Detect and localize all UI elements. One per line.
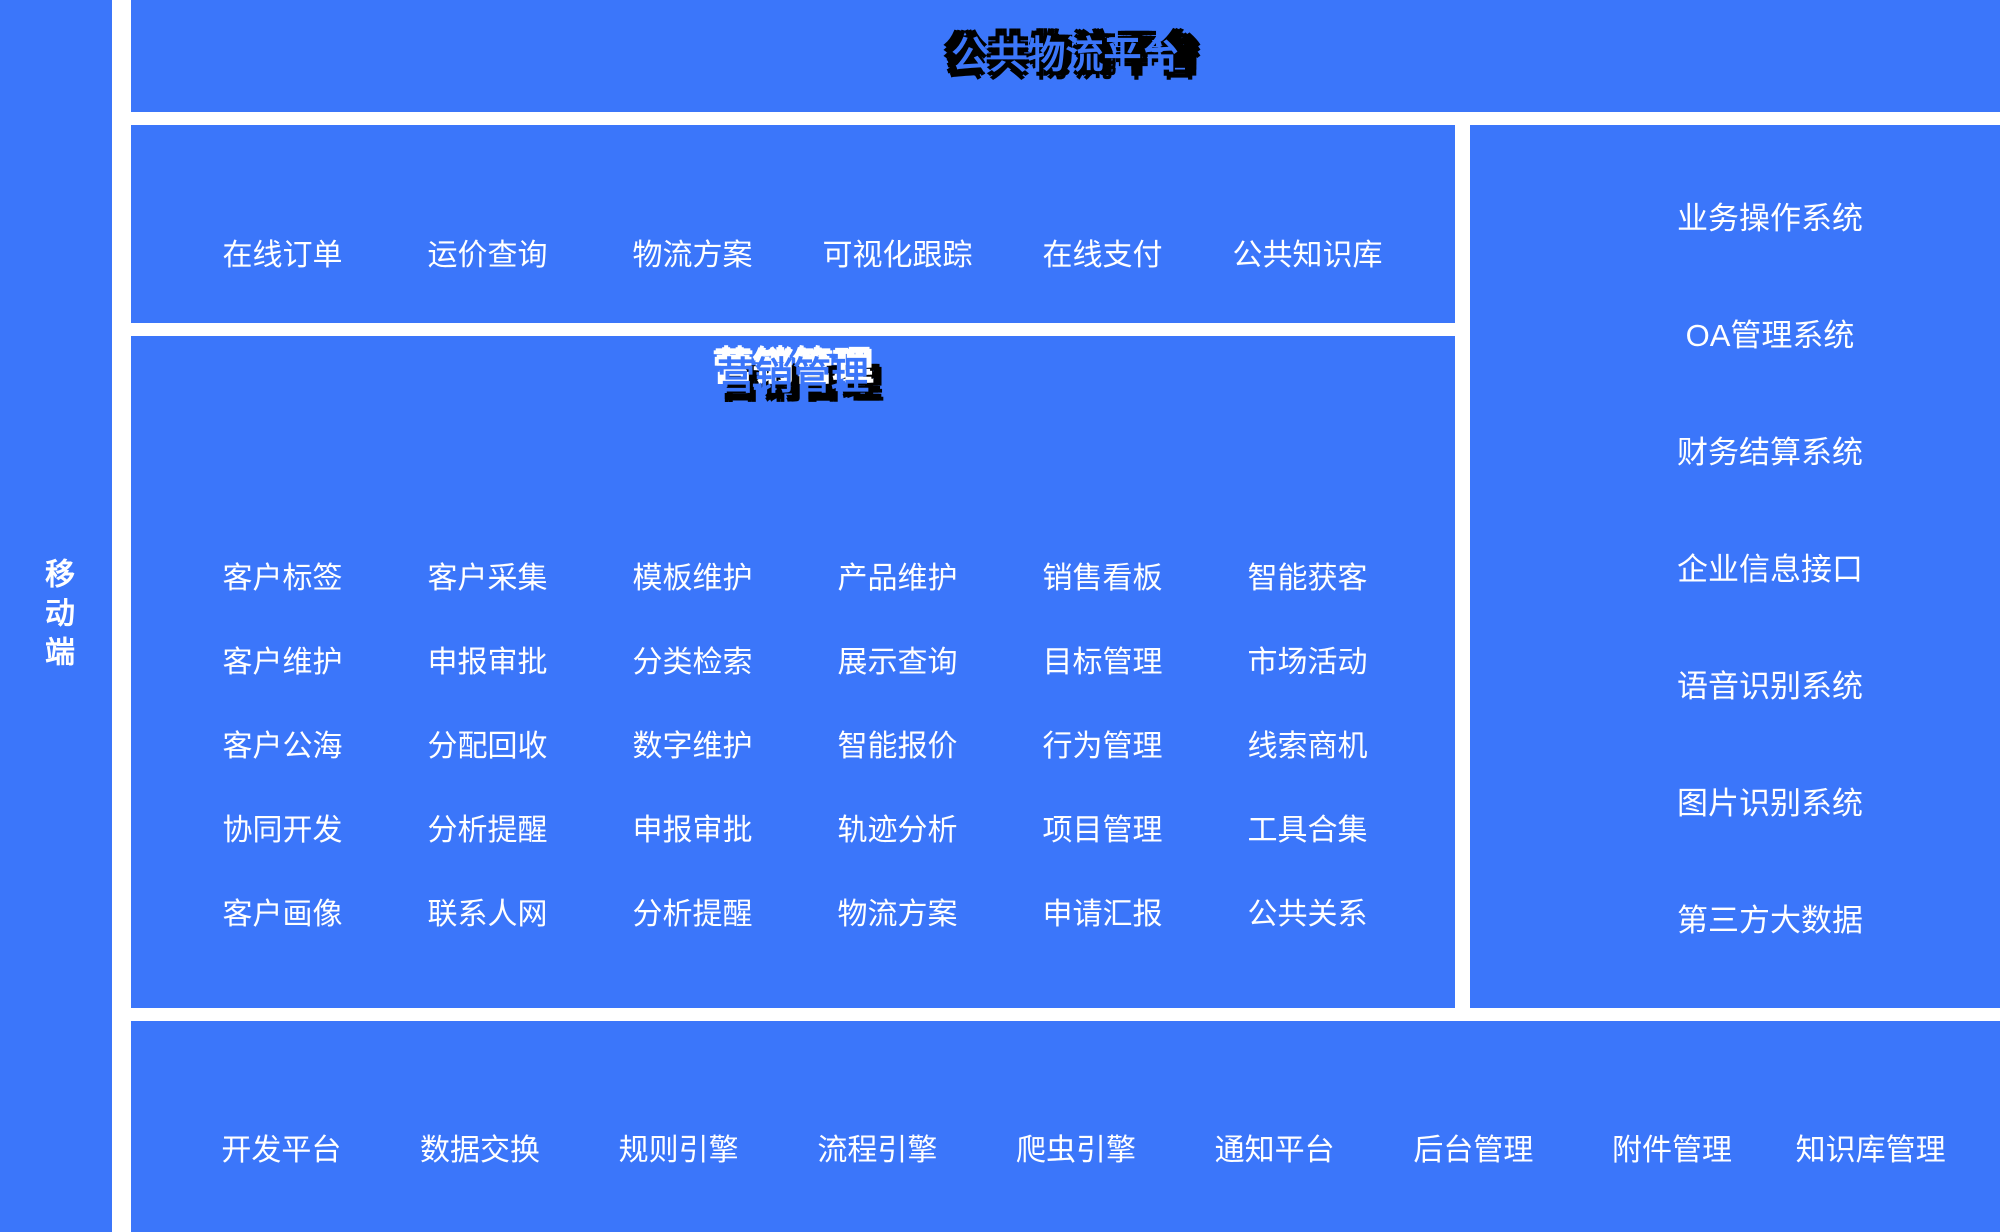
top-banner-panel: 公共物流平台 公共物流平台 — [131, 0, 2000, 112]
platform-item: 数据交换 — [419, 1134, 540, 1167]
system-item: 第三方大数据 — [1677, 903, 1863, 938]
marketing-item: 销售看板 — [1042, 562, 1163, 595]
mobile-sidebar-panel: 移动端 — [0, 0, 112, 1232]
platform-item: 开发平台 — [221, 1134, 342, 1167]
top-banner-title-text: 公共物流平台 — [951, 34, 1180, 77]
platform-item: 后台管理 — [1413, 1134, 1534, 1167]
marketing-item: 市场活动 — [1247, 646, 1368, 679]
service-item: 在线支付 — [1042, 239, 1163, 272]
marketing-item: 产品维护 — [837, 562, 958, 595]
marketing-item: 轨迹分析 — [837, 814, 958, 847]
marketing-item: 客户维护 — [222, 646, 343, 679]
platform-item: 附件管理 — [1611, 1134, 1732, 1167]
marketing-title-shadow-white: 营销管理 — [713, 347, 874, 389]
marketing-item: 智能获客 — [1247, 562, 1368, 595]
top-banner-title: 公共物流平台 公共物流平台 — [945, 34, 1198, 78]
marketing-item: 智能报价 — [837, 730, 958, 763]
system-item: 财务结算系统 — [1677, 435, 1863, 470]
systems-panel: 业务操作系统 OA管理系统 财务结算系统 企业信息接口 语音识别系统 图片识别系统 第三方大… — [1470, 125, 2000, 1008]
marketing-title-shadow-black: 营销管理 — [718, 362, 883, 404]
marketing-item: 客户标签 — [222, 562, 343, 595]
marketing-item: 分配回收 — [427, 730, 548, 763]
marketing-grid: 客户标签 客户采集 模板维护 产品维护 销售看板 智能获客 客户维护 申报审批 分类检索 展示查询… — [180, 533, 1410, 953]
system-item: 图片识别系统 — [1677, 786, 1863, 821]
marketing-panel: 营销管理 营销管理 营销管理 客户标签 客户采集 模板维护 产品维护 销售看板 智能获客客… — [131, 336, 1455, 1008]
platform-item: 通知平台 — [1214, 1134, 1335, 1167]
top-banner-title-shadow: 公共物流平台 — [945, 32, 1204, 75]
platform-item: 规则引擎 — [618, 1134, 739, 1167]
marketing-item: 客户公海 — [222, 730, 343, 763]
platform-item: 知识库管理 — [1795, 1134, 1946, 1167]
marketing-item: 协同开发 — [222, 814, 343, 847]
platform-item: 爬虫引擎 — [1015, 1134, 1136, 1167]
marketing-item: 申报审批 — [427, 646, 548, 679]
platform-panel: 开发平台 数据交换 规则引擎 流程引擎 爬虫引擎 通知平台 后台管理 附件管理 知识库管理 — [131, 1021, 2000, 1232]
marketing-item: 申报审批 — [632, 814, 753, 847]
service-item: 公共知识库 — [1232, 239, 1383, 272]
marketing-item: 分析提醒 — [427, 814, 548, 847]
system-item: 业务操作系统 — [1677, 201, 1863, 236]
marketing-item: 模板维护 — [632, 562, 753, 595]
marketing-title-text: 营销管理 — [716, 356, 869, 398]
services-panel: 在线订单 运价查询 物流方案 可视化跟踪 在线支付 公共知识库 — [131, 125, 1455, 323]
system-item: 语音识别系统 — [1677, 669, 1863, 704]
marketing-title-row: 营销管理 营销管理 营销管理 — [131, 349, 1455, 402]
marketing-item: 线索商机 — [1247, 730, 1368, 763]
platform-item: 流程引擎 — [817, 1134, 938, 1167]
service-item: 在线订单 — [222, 239, 343, 272]
marketing-item: 行为管理 — [1042, 730, 1163, 763]
marketing-item: 分类检索 — [632, 646, 753, 679]
marketing-item: 分析提醒 — [632, 898, 753, 931]
marketing-item: 数字维护 — [632, 730, 753, 763]
marketing-item: 项目管理 — [1042, 814, 1163, 847]
marketing-item: 目标管理 — [1042, 646, 1163, 679]
marketing-item: 联系人网 — [427, 898, 548, 931]
marketing-item: 申请汇报 — [1042, 898, 1163, 931]
system-item: 企业信息接口 — [1677, 552, 1863, 587]
mobile-sidebar-label: 移动端 — [40, 557, 73, 675]
service-item: 运价查询 — [427, 239, 548, 272]
marketing-item: 工具合集 — [1247, 814, 1368, 847]
marketing-item: 公共关系 — [1247, 898, 1368, 931]
marketing-item: 展示查询 — [837, 646, 958, 679]
service-item: 物流方案 — [632, 239, 753, 272]
marketing-item: 客户采集 — [427, 562, 548, 595]
service-item: 可视化跟踪 — [822, 239, 973, 272]
system-item: OA管理系统 — [1685, 318, 1855, 353]
marketing-title: 营销管理 营销管理 营销管理 — [714, 349, 880, 402]
marketing-item: 客户画像 — [222, 898, 343, 931]
marketing-item: 物流方案 — [837, 898, 958, 931]
